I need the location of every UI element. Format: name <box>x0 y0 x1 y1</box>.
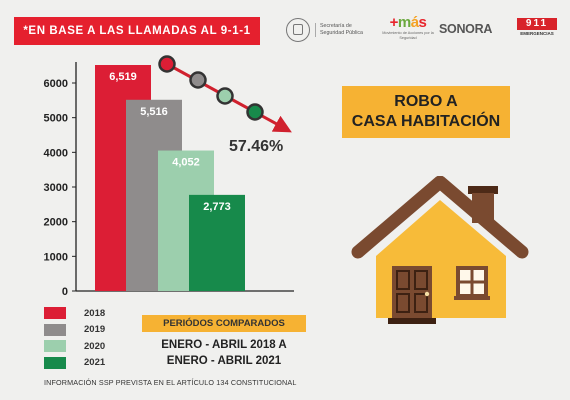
logo-strip: Secretaría de Seguridad Pública +más Mov… <box>286 15 557 44</box>
sonora-logo: SONORA <box>439 22 493 36</box>
house-door-panel <box>396 270 410 290</box>
trend-marker <box>216 87 234 105</box>
crime-title-box: ROBO A CASA HABITACIÓN <box>342 86 510 138</box>
legend-swatch <box>44 307 66 319</box>
bar-value-label: 4,052 <box>172 157 200 169</box>
legend-swatch <box>44 356 66 369</box>
house-door-panel <box>414 270 428 290</box>
legend-item-2018: 2018 <box>44 306 105 320</box>
bar-value-label: 6,519 <box>109 71 137 83</box>
house-step <box>388 318 436 324</box>
bars-group: 6,519 5,516 4,052 2,773 <box>95 65 245 292</box>
emergency-911-subtitle: EMERGENCIAS <box>520 31 554 36</box>
mas-logo: +más Movimiento de Acciones por la Segur… <box>382 15 434 40</box>
y-tick-label: 4000 <box>44 147 68 159</box>
bar-value-label: 2,773 <box>203 201 231 213</box>
legend-item-2020: 2020 <box>44 339 105 353</box>
house-door <box>392 266 432 318</box>
header-banner: *EN BASE A LAS LLAMADAS AL 9-1-1 <box>14 17 260 45</box>
ssp-logo-text: Secretaría de Seguridad Pública <box>315 23 372 37</box>
y-axis: 0 1000 2000 3000 4000 5000 6000 <box>44 62 294 298</box>
trend-marker <box>246 103 264 121</box>
y-tick-label: 3000 <box>44 182 68 194</box>
periods-line-2: ENERO - ABRIL 2021 <box>166 355 282 367</box>
chart-legend: 2018 2019 2020 2021 <box>44 306 105 372</box>
house-illustration <box>351 176 529 324</box>
government-seal-icon <box>286 18 310 42</box>
crime-title-line1: ROBO A <box>394 93 458 110</box>
legend-swatch <box>44 323 66 336</box>
legend-item-2019: 2019 <box>44 323 105 337</box>
house-door-knob <box>424 291 430 297</box>
ssp-logo: Secretaría de Seguridad Pública <box>286 18 372 42</box>
mas-logo-subtitle: Movimiento de Acciones por la Seguridad <box>382 31 434 40</box>
bar-value-label: 5,516 <box>140 106 168 118</box>
legend-item-2021: 2021 <box>44 356 105 370</box>
trend-marker <box>189 71 207 89</box>
y-tick-label: 0 <box>62 286 68 298</box>
house-window-sill <box>454 296 490 300</box>
legend-label: 2018 <box>84 307 106 319</box>
emergency-911-logo: 911 EMERGENCIAS <box>517 18 557 37</box>
periods-line-1: ENERO - ABRIL 2018 A <box>161 339 287 351</box>
house-door-panel <box>396 293 410 313</box>
legend-label: 2020 <box>84 340 106 352</box>
periods-title: PERIÓDOS COMPARADOS <box>142 315 306 332</box>
legend-swatch <box>44 340 66 352</box>
emergency-911-number: 911 <box>517 18 557 30</box>
trend-marker <box>158 55 176 73</box>
y-tick-label: 2000 <box>44 217 68 229</box>
legend-label: 2021 <box>84 357 106 368</box>
y-tick-label: 6000 <box>44 78 68 90</box>
y-tick-label: 5000 <box>44 113 68 125</box>
house-door-panel <box>414 293 428 313</box>
legend-label: 2019 <box>84 324 106 335</box>
house-roof <box>351 176 529 259</box>
footnote: INFORMACIÓN SSP PREVISTA EN EL ARTÍCULO … <box>44 378 297 387</box>
crime-title-line2: CASA HABITACIÓN <box>351 113 501 130</box>
decrease-percentage: 57.46% <box>229 138 284 155</box>
bar-2021 <box>189 194 245 291</box>
periods-compared: PERIÓDOS COMPARADOS ENERO - ABRIL 2018 A… <box>142 315 306 369</box>
mas-logo-word: +más <box>389 14 427 31</box>
house-chimney <box>468 186 498 194</box>
banner-text: *EN BASE A LAS LLAMADAS AL 9-1-1 <box>23 25 251 37</box>
y-tick-label: 1000 <box>44 251 68 263</box>
trend-arrow <box>158 55 292 133</box>
